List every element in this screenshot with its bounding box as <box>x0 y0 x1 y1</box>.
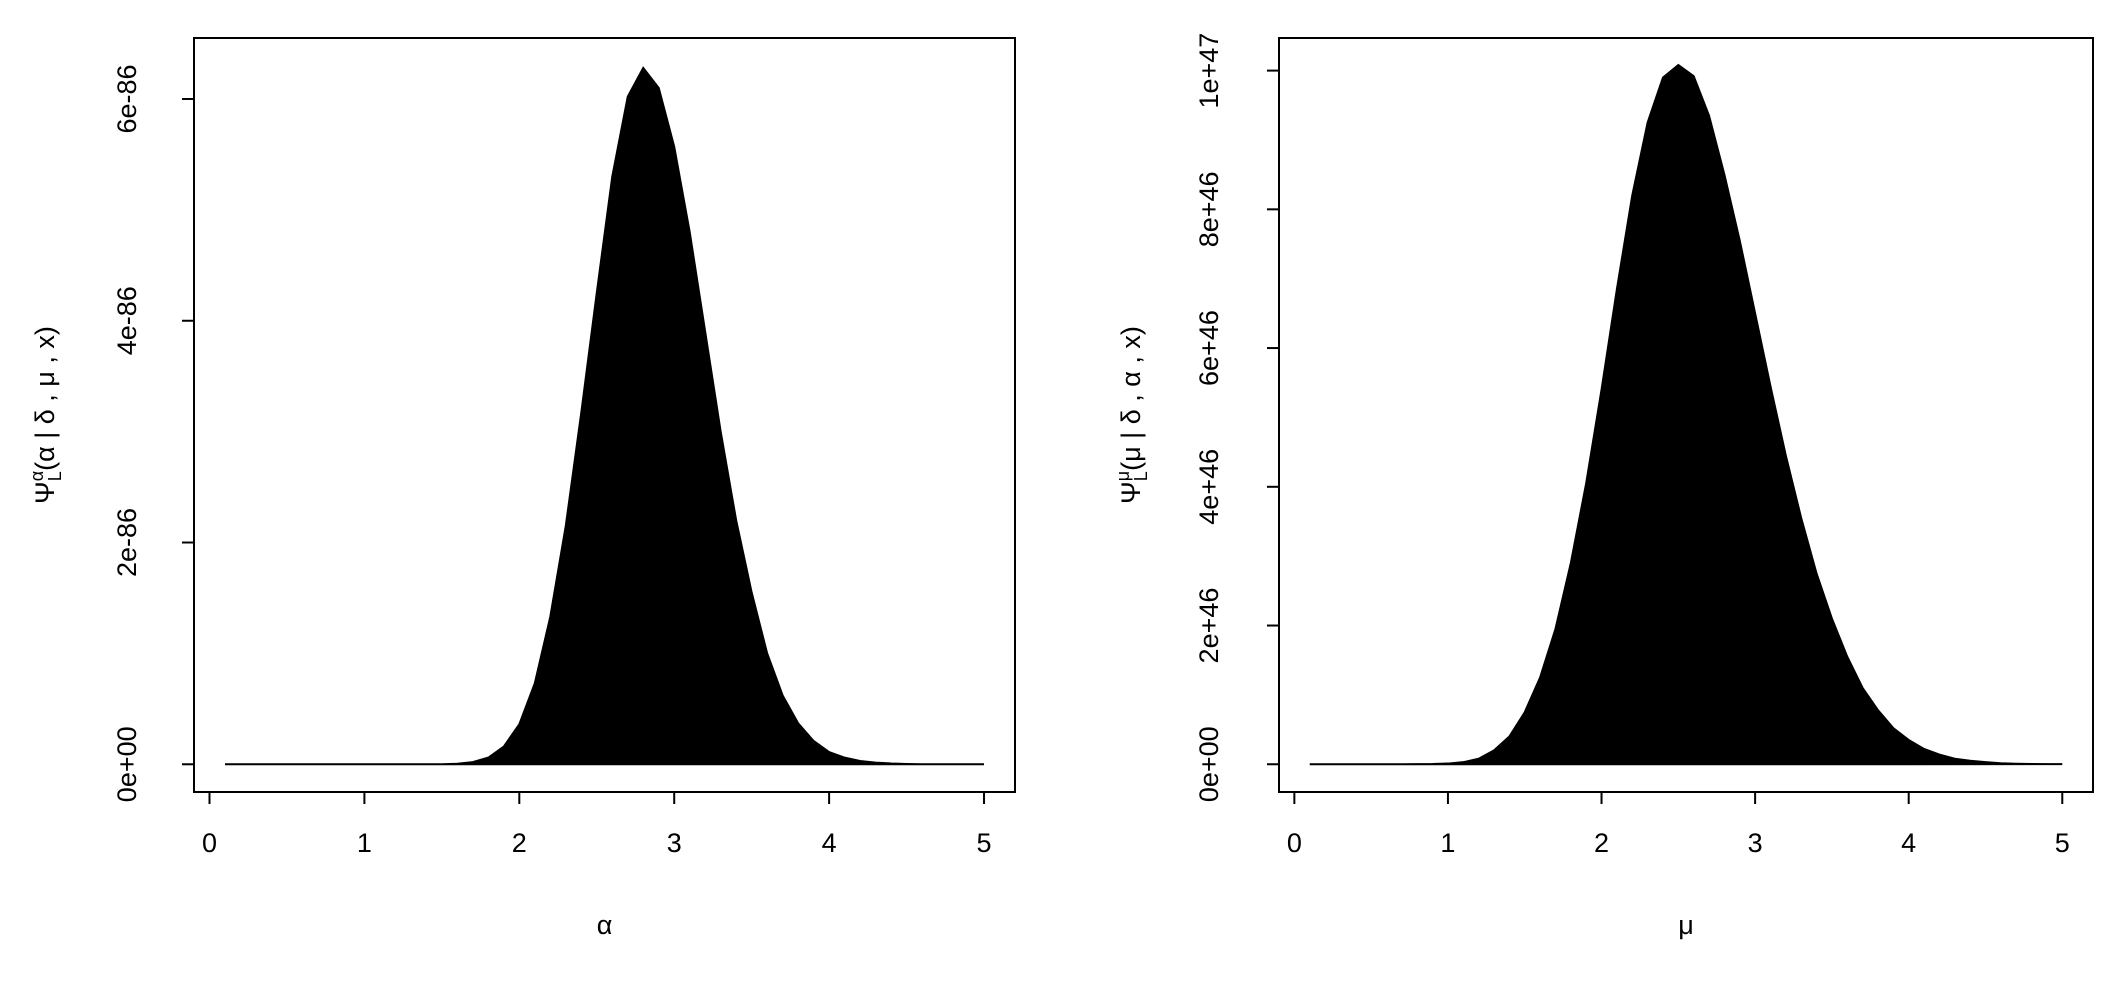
y-tick-label: 6e-86 <box>112 64 142 133</box>
x-tick-label: 1 <box>357 828 372 858</box>
x-tick-label: 3 <box>667 828 682 858</box>
y-tick-label: 2e-86 <box>112 508 142 577</box>
x-tick-label: 4 <box>822 828 837 858</box>
y-label-sub: L <box>45 471 65 481</box>
y-label-sup: μ <box>1113 471 1133 481</box>
x-tick-label: 5 <box>2055 828 2070 858</box>
y-axis-label: ΨLμ(μ | δ , α , x) <box>1113 326 1151 504</box>
x-tick-label: 5 <box>977 828 992 858</box>
y-tick-label: 0e+00 <box>112 726 142 802</box>
y-tick-label: 4e-86 <box>112 286 142 355</box>
y-label-sub: L <box>1131 471 1151 481</box>
x-axis-label: μ <box>1678 910 1694 940</box>
x-tick-label: 1 <box>1440 828 1455 858</box>
y-tick-label: 2e+46 <box>1194 588 1224 664</box>
y-tick-label: 8e+46 <box>1194 171 1224 247</box>
y-label-symbol: Ψ <box>30 481 60 504</box>
x-axis-label: α <box>597 910 613 940</box>
area <box>224 66 985 766</box>
y-label-symbol: Ψ <box>1116 481 1146 504</box>
x-tick-label: 4 <box>1901 828 1916 858</box>
x-tick-label: 3 <box>1748 828 1763 858</box>
x-tick-label: 0 <box>1287 828 1302 858</box>
x-tick-label: 0 <box>202 828 217 858</box>
x-tick-label: 2 <box>512 828 527 858</box>
y-tick-label: 4e+46 <box>1194 449 1224 525</box>
x-tick-label: 2 <box>1594 828 1609 858</box>
y-tick-label: 0e+00 <box>1194 726 1224 802</box>
y-tick-label: 6e+46 <box>1194 310 1224 386</box>
y-label-sup: α <box>27 471 47 481</box>
y-tick-label: 1e+47 <box>1194 33 1224 109</box>
y-axis-label: ΨLα(α | δ , μ , x) <box>27 326 65 504</box>
area <box>1309 63 2063 766</box>
y-label-args: (α | δ , μ , x) <box>30 326 60 471</box>
y-label-args: (μ | δ , α , x) <box>1116 326 1146 471</box>
